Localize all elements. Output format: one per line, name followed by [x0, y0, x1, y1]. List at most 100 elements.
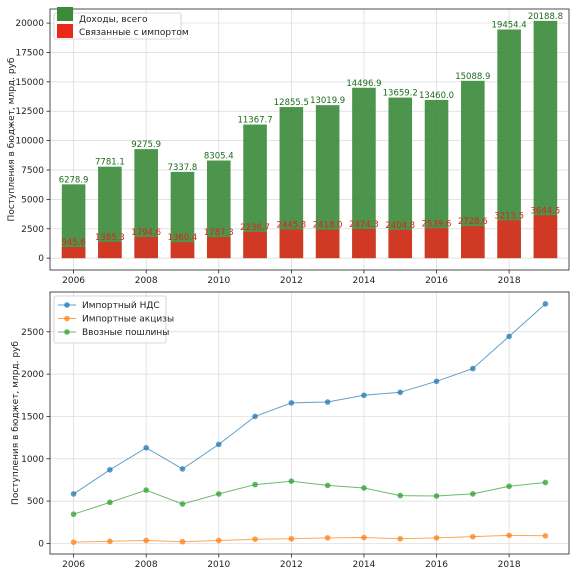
data-label-import: 2539.6 [422, 219, 452, 229]
y-tick-label: 15000 [15, 78, 44, 88]
y-tick-label: 500 [27, 497, 44, 507]
data-label-total: 15088.9 [455, 72, 490, 82]
data-label-import: 2728.6 [458, 217, 488, 227]
x-tick-label: 2016 [425, 560, 448, 570]
data-label-import: 2474.3 [349, 220, 379, 230]
series-point-1-2018 [506, 532, 512, 539]
bar-import-2015 [388, 229, 413, 259]
series-line-0 [73, 303, 546, 495]
bar-total-2009 [170, 171, 195, 259]
x-tick-label: 2010 [207, 276, 230, 286]
series-point-2-2010 [215, 491, 222, 497]
series-point-0-2008 [143, 444, 149, 451]
legend-label-0: Импортный НДС [82, 301, 160, 311]
series-point-2-2012 [288, 478, 295, 484]
x-tick-label: 2014 [352, 560, 375, 570]
series-point-2-2016 [433, 493, 440, 499]
data-label-total: 6278.9 [59, 175, 89, 185]
series-point-2-2007 [107, 499, 113, 506]
series-point-1-2009 [179, 538, 186, 545]
y-tick-label: 0 [38, 539, 44, 549]
bar-import-2017 [461, 226, 485, 259]
series-point-1-2015 [397, 535, 404, 542]
y-tick-label: 17500 [15, 48, 44, 58]
series-point-1-2019 [542, 532, 549, 539]
bar-import-2007 [98, 241, 122, 259]
bar-total-2019 [533, 20, 558, 259]
bar-total-2016 [424, 99, 449, 259]
series-point-0-2013 [324, 399, 331, 405]
data-label-total: 13460.0 [419, 91, 454, 101]
series-point-0-2014 [361, 392, 367, 399]
legend-marker-2 [64, 329, 70, 335]
plot-frame [49, 291, 570, 555]
y-tick-label: 12500 [15, 107, 44, 117]
data-label-import: 1360.4 [168, 233, 198, 243]
data-label-import: 1787.3 [204, 228, 234, 238]
series-point-1-2011 [252, 536, 258, 542]
data-label-total: 8305.4 [204, 152, 234, 162]
bar-import-2012 [279, 229, 304, 259]
data-label-total: 9275.9 [131, 140, 161, 150]
data-label-import: 2445.8 [276, 220, 306, 230]
y-axis-label: Поступления в бюджет, млрд. руб [7, 57, 17, 221]
series-point-2-2014 [361, 485, 367, 491]
bar-total-2011 [243, 124, 267, 259]
series-point-0-2017 [470, 365, 476, 372]
data-label-total: 12855.5 [274, 98, 309, 108]
series-point-1-2016 [433, 535, 440, 541]
data-label-import: 2236.7 [240, 223, 270, 233]
bar-import-2008 [134, 237, 158, 259]
x-tick-label: 2012 [280, 276, 303, 286]
series-line-2 [73, 480, 546, 515]
plot-frame [49, 8, 570, 271]
data-label-import: 3213.5 [494, 211, 524, 221]
series-point-0-2007 [107, 466, 113, 473]
x-tick-label: 2012 [280, 560, 303, 570]
import-revenue-line-chart: 2006 2008 2010 2012 2014 2016 2018 0 500 1000 1500… [11, 291, 570, 570]
bar-import-2016 [424, 228, 449, 259]
data-label-total: 13019.9 [310, 96, 345, 106]
series-point-2-2018 [506, 483, 512, 490]
series-point-2-2006 [70, 511, 77, 518]
data-label-total: 11367.7 [237, 116, 272, 126]
legend-box [53, 12, 182, 40]
legend-label-2: Ввозные пошлины [82, 328, 169, 338]
bar-import-2009 [170, 242, 195, 259]
legend-label-total: Доходы, всего [79, 15, 148, 25]
legend: Доходы, всего Связанные с импортом [53, 7, 189, 40]
x-tick-label: 2018 [498, 276, 521, 286]
series-point-0-2010 [215, 441, 222, 448]
y-tick-label: 5000 [21, 195, 44, 205]
x-tick-label: 2008 [135, 276, 158, 286]
bar-import-2019 [533, 215, 558, 259]
x-tick-label: 2014 [352, 276, 375, 286]
y-tick-label: 2500 [21, 328, 44, 338]
data-label-total: 7781.1 [95, 158, 125, 168]
series-point-2-2013 [324, 482, 331, 489]
data-label-import: 2418.0 [313, 221, 343, 231]
series-point-2-2017 [470, 491, 476, 497]
x-tick-label: 2006 [62, 560, 85, 570]
series-point-1-2007 [107, 538, 113, 545]
data-label-import: 2404.8 [385, 221, 415, 231]
bar-import-2014 [352, 229, 376, 259]
bar-total-2013 [315, 105, 340, 259]
y-tick-label: 20000 [15, 19, 44, 29]
series-point-1-2008 [143, 537, 149, 544]
series-point-2-2019 [542, 479, 549, 486]
data-label-import: 3644.5 [531, 206, 561, 216]
data-label-total: 13659.2 [383, 89, 418, 99]
bar-total-2017 [461, 80, 485, 259]
bar-total-2014 [352, 87, 376, 259]
data-label-import: 945.6 [61, 238, 85, 248]
bar-import-2006 [61, 247, 86, 259]
x-tick-label: 2018 [498, 560, 521, 570]
x-tick-label: 2010 [207, 560, 230, 570]
bar-import-2013 [315, 229, 340, 259]
legend-label-1: Импортные акцизы [82, 315, 174, 325]
bar-total-2007 [98, 166, 122, 259]
legend-swatch-total [57, 7, 73, 21]
series-point-0-2011 [252, 413, 258, 420]
